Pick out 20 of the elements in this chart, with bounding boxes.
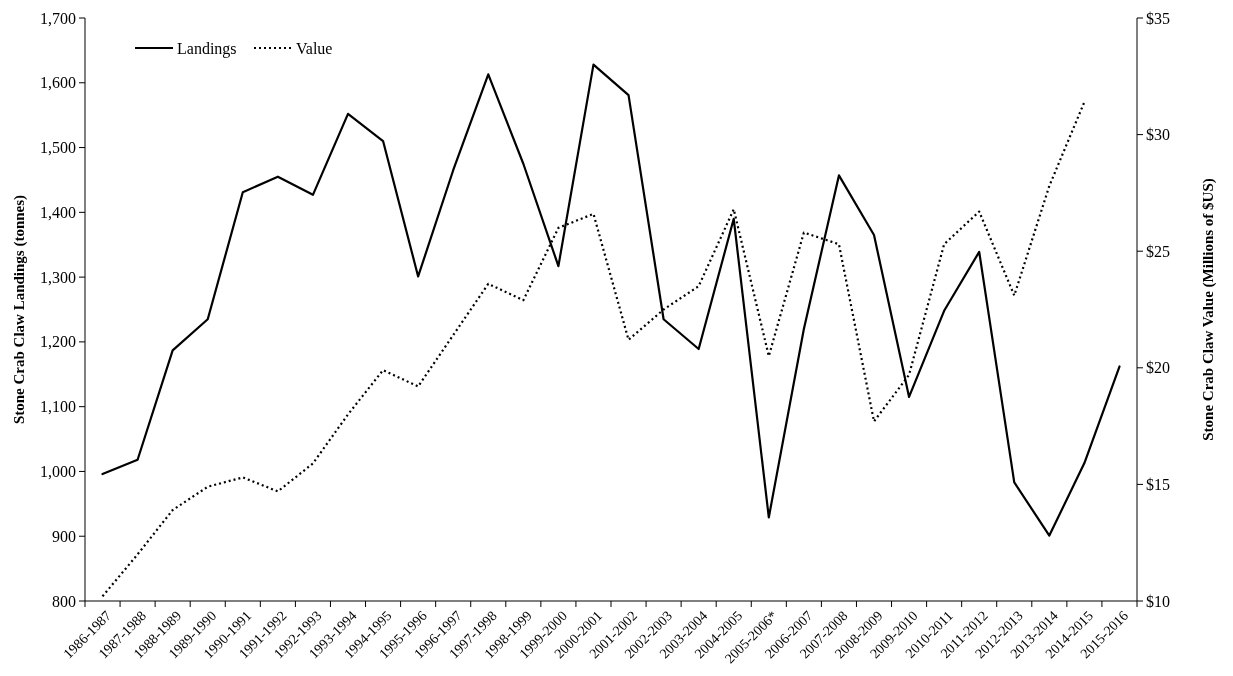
y-tick-label: 800 (52, 592, 76, 610)
y-tick-label: 1,400 (40, 203, 76, 221)
y2-tick-label: $10 (1146, 592, 1170, 610)
y2-tick-label: $15 (1146, 476, 1170, 493)
y-tick-label: 900 (52, 527, 76, 545)
y-tick-label: 1,000 (40, 463, 76, 481)
y-axis-title: Stone Crab Claw Landings (tonnes) (11, 194, 28, 425)
y2-tick-label: $35 (1146, 9, 1170, 27)
legend-label: Value (296, 39, 333, 57)
y-tick-label: 1,100 (40, 398, 76, 416)
y-tick-label: 1,700 (40, 9, 76, 27)
y-tick-label: 1,500 (40, 139, 76, 157)
y-tick-label: 1,600 (40, 74, 76, 92)
legend-label: Landings (177, 39, 237, 58)
y2-axis-title: Stone Crab Claw Value (Millions of $US) (1200, 178, 1217, 441)
y2-tick-label: $25 (1146, 242, 1170, 260)
y-tick-label: 1,300 (40, 268, 76, 286)
y2-tick-label: $30 (1146, 126, 1170, 144)
y-tick-label: 1,200 (40, 333, 76, 351)
y2-tick-label: $20 (1146, 359, 1170, 377)
